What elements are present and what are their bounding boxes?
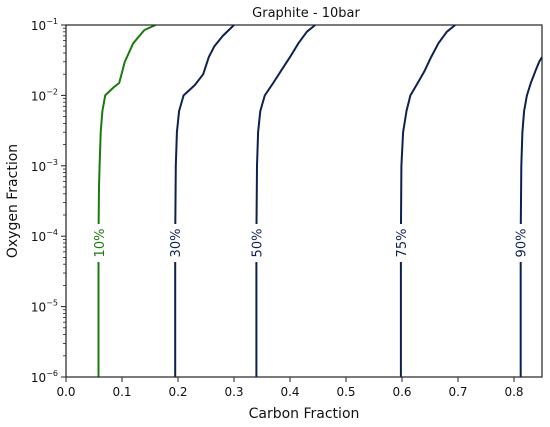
x-tick-label: 0.3 (224, 385, 243, 399)
chart-title: Graphite - 10bar (252, 6, 360, 21)
svg-text:50%: 50% (250, 229, 265, 258)
y-tick-label: 10−3 (31, 158, 58, 174)
y-tick-label: 10−2 (31, 87, 58, 103)
svg-text:10%: 10% (93, 229, 108, 258)
contour-label-50pct: 50% (248, 224, 265, 262)
axis-ticks: 0.0 0.1 0.2 0.3 0.4 0.5 0.6 0.7 0.8 10−6 10−5 10−4 1… (31, 17, 524, 399)
contour-line-90pct (519, 56, 542, 377)
x-tick-label: 0.4 (280, 385, 299, 399)
x-tick-label: 0.6 (392, 385, 411, 399)
x-tick-label: 0.8 (504, 385, 523, 399)
contour-line-30pct (174, 25, 235, 377)
contour-line-10pct (97, 25, 157, 377)
contour-label-90pct: 90% (512, 224, 530, 262)
y-tick-label: 10−1 (31, 17, 58, 33)
y-tick-label: 10−4 (31, 228, 58, 244)
contour-line-50pct (255, 25, 316, 377)
series-lines (97, 25, 542, 377)
y-tick-label: 10−6 (31, 369, 58, 385)
contour-label-75pct: 75% (392, 224, 410, 262)
y-tick-label: 10−5 (31, 299, 58, 315)
svg-text:75%: 75% (395, 229, 410, 258)
contour-labels: 10% 30% 50% 75% 90% (91, 224, 530, 262)
plot-frame (65, 24, 543, 378)
svg-text:30%: 30% (169, 229, 184, 258)
y-axis-label: Oxygen Fraction (5, 144, 21, 258)
x-tick-label: 0.2 (168, 385, 187, 399)
x-tick-label: 0.1 (112, 385, 131, 399)
contour-line-75pct (399, 25, 456, 377)
contour-label-10pct: 10% (91, 224, 108, 262)
x-tick-label: 0.0 (56, 385, 75, 399)
svg-text:90%: 90% (515, 229, 530, 258)
x-tick-label: 0.7 (448, 385, 467, 399)
x-axis-label: Carbon Fraction (249, 406, 360, 422)
contour-label-30pct: 30% (167, 224, 184, 262)
x-tick-label: 0.5 (336, 385, 355, 399)
